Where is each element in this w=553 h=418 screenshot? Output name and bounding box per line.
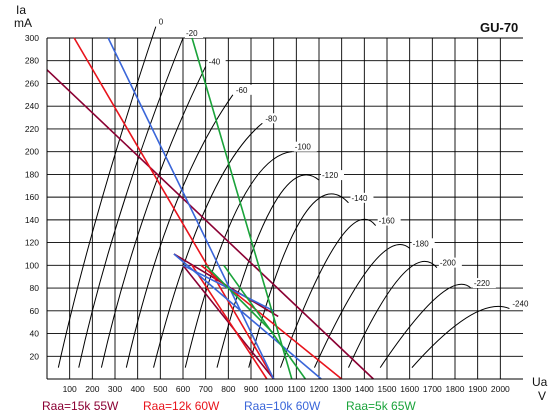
y-tick-label: 240 xyxy=(25,101,39,111)
chart-legend: Raa=15k 55W Raa=12k 60W Raa=10k 60W Raa=5k … xyxy=(42,399,416,413)
curve-label-bg xyxy=(234,84,253,95)
x-tick-label: 1900 xyxy=(468,384,487,394)
y-tick-label: 200 xyxy=(25,147,39,157)
load-line xyxy=(73,37,275,380)
load-line xyxy=(182,264,275,380)
x-tick-label: 700 xyxy=(199,384,213,394)
x-tick-label: 1600 xyxy=(400,384,419,394)
chart-axes: 100 200 300 400 500 600 700 800 900 1000 1100 1200 1… xyxy=(25,33,523,394)
curve-label-bg xyxy=(264,113,283,124)
curve-label: -200 xyxy=(440,259,457,268)
load-line xyxy=(173,253,322,380)
grid-voltage-curve xyxy=(279,218,377,368)
x-tick-label: 500 xyxy=(153,384,167,394)
curve-label-bg xyxy=(207,56,226,67)
y-tick-label: 80 xyxy=(30,283,40,293)
x-tick-label: 1700 xyxy=(423,384,442,394)
y-tick-label: 180 xyxy=(25,169,39,179)
curve-label: -40 xyxy=(209,57,221,66)
y-axis-label: Ia xyxy=(16,3,26,17)
curve-label-bg xyxy=(157,16,166,27)
load-line xyxy=(205,264,275,335)
legend-entry: Raa=15k 55W xyxy=(42,399,119,413)
curve-label: -80 xyxy=(265,114,277,123)
x-tick-label: 1500 xyxy=(378,384,397,394)
load-line xyxy=(46,69,374,380)
x-tick-label: 100 xyxy=(63,384,77,394)
curve-label: -160 xyxy=(379,217,396,226)
load-line xyxy=(107,37,275,380)
curve-label-bg xyxy=(472,278,496,289)
x-tick-label: 400 xyxy=(131,384,145,394)
curve-label: -60 xyxy=(236,86,248,95)
x-tick-label: 1000 xyxy=(264,384,283,394)
grid-voltage-curve xyxy=(57,26,157,368)
y-tick-label: 260 xyxy=(25,78,39,88)
x-tick-label: 1300 xyxy=(332,384,351,394)
curve-label-bg xyxy=(411,238,435,249)
y-tick-label: 120 xyxy=(25,238,39,248)
curve-label: 0 xyxy=(159,18,164,27)
load-line xyxy=(191,264,268,380)
x-tick-label: 1200 xyxy=(310,384,329,394)
curve-label: -220 xyxy=(474,279,491,288)
curve-label-bg xyxy=(511,298,535,309)
curve-label: -100 xyxy=(295,143,312,152)
y-axis-unit: mA xyxy=(14,16,32,30)
chart-title: GU-70 xyxy=(480,20,518,35)
legend-entry: Raa=12k 60W xyxy=(143,399,220,413)
grid-voltage-curve xyxy=(379,283,472,368)
x-axis-unit: V xyxy=(538,389,546,403)
curve-label: -140 xyxy=(351,194,368,203)
y-tick-label: 60 xyxy=(30,306,40,316)
curve-label-bg xyxy=(293,141,317,152)
y-tick-label: 220 xyxy=(25,124,39,134)
curve-label-bg xyxy=(438,257,462,268)
x-tick-label: 300 xyxy=(108,384,122,394)
chart-grid xyxy=(47,37,523,379)
grid-voltage-curve xyxy=(411,305,510,368)
x-tick-label: 800 xyxy=(221,384,235,394)
y-tick-label: 100 xyxy=(25,260,39,270)
x-tick-label: 1400 xyxy=(355,384,374,394)
legend-entry: Raa=5k 65W xyxy=(346,399,416,413)
grid-voltage-curve xyxy=(348,260,438,368)
curve-label-bg xyxy=(377,215,401,226)
x-axis-label: Ua xyxy=(532,375,548,389)
curve-label: -180 xyxy=(413,239,430,248)
x-tick-label: 600 xyxy=(176,384,190,394)
curve-label-bg xyxy=(350,192,374,203)
grid-voltage-curve xyxy=(216,174,320,368)
y-tick-label: 140 xyxy=(25,215,39,225)
curve-label: -120 xyxy=(322,171,339,180)
load-lines xyxy=(46,37,374,380)
y-tick-label: 40 xyxy=(30,329,40,339)
y-tick-label: 20 xyxy=(30,351,40,361)
x-tick-label: 2000 xyxy=(491,384,510,394)
y-tick-label: 280 xyxy=(25,56,39,66)
curve-label: -20 xyxy=(186,29,198,38)
x-tick-label: 1100 xyxy=(287,384,306,394)
x-tick-label: 1800 xyxy=(446,384,465,394)
y-tick-label: 160 xyxy=(25,192,39,202)
grid-voltage-curve xyxy=(153,122,263,368)
curve-label: -240 xyxy=(512,300,529,309)
grid-voltage-curve xyxy=(78,37,184,368)
load-line xyxy=(223,264,307,380)
y-tick-label: 300 xyxy=(25,33,39,43)
grid-voltage-curve xyxy=(100,66,207,368)
curve-label-bg xyxy=(321,170,344,181)
x-tick-label: 900 xyxy=(244,384,258,394)
x-tick-label: 200 xyxy=(85,384,99,394)
grid-voltage-curve xyxy=(184,151,292,368)
load-line xyxy=(191,37,293,380)
legend-entry: Raa=10k 60W xyxy=(244,399,321,413)
curve-label-bg xyxy=(185,28,203,38)
grid-voltage-curve xyxy=(314,243,410,368)
